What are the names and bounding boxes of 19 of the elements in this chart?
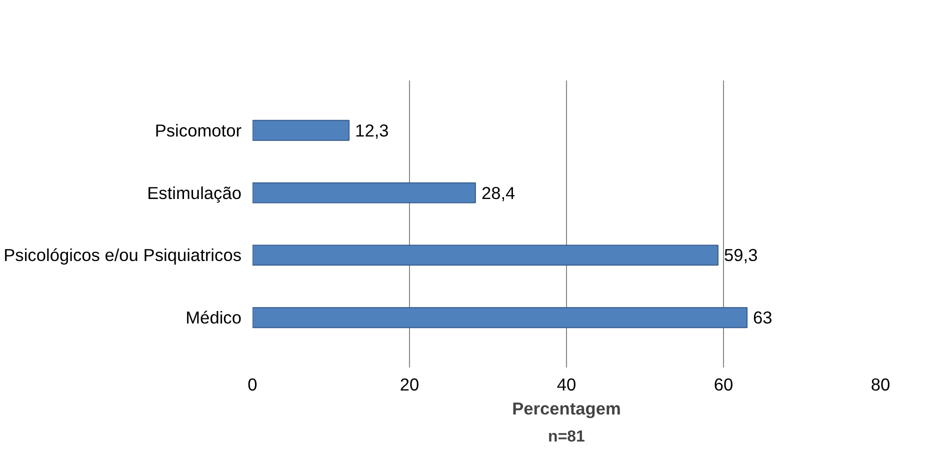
data-label: 59,3 [724, 245, 758, 266]
x-tick-label: 20 [400, 374, 420, 394]
y-tick-label: Estimulação [147, 182, 242, 203]
x-axis-title: Percentagem [512, 398, 621, 418]
data-label: 12,3 [355, 120, 389, 140]
bar [252, 244, 719, 266]
data-label: 28,4 [481, 182, 516, 203]
x-tick-label: 80 [870, 374, 890, 394]
bar [252, 182, 476, 204]
y-tick-label: Psicomotor [154, 120, 242, 140]
bar [252, 307, 748, 328]
bar [252, 120, 350, 141]
y-tick-label: Médico [186, 308, 242, 328]
data-label: 63 [753, 308, 772, 328]
y-tick-label: Psicológicos e/ou Psiquiatricos [4, 245, 242, 266]
x-tick-label: 60 [714, 374, 734, 394]
x-tick-label: 40 [556, 374, 576, 394]
x-tick-label: 0 [248, 374, 258, 394]
text: n=81 [548, 428, 586, 446]
